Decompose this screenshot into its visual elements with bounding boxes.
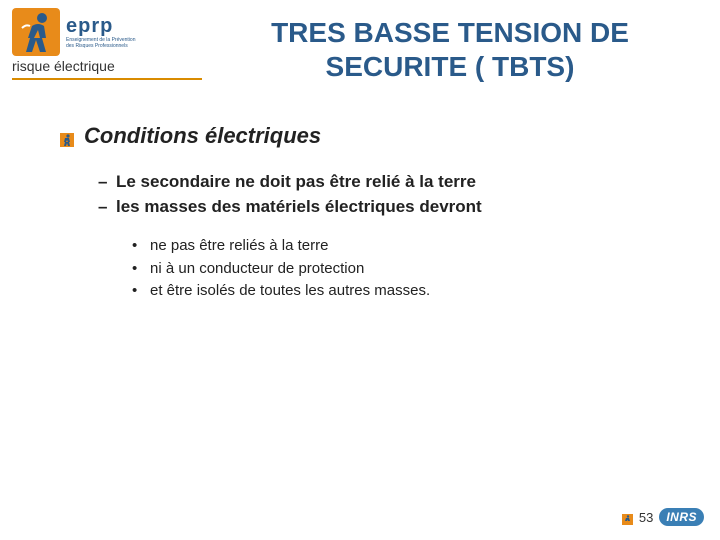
slide-content: Conditions électriques Le secondaire ne … (0, 83, 720, 302)
header-subtitle: risque électrique (12, 58, 115, 74)
person-bullet-icon (622, 512, 633, 523)
dash-item: Le secondaire ne doit pas être relié à l… (98, 171, 660, 194)
header-divider (12, 78, 202, 80)
logo-tagline-2: des Risques Professionnels (66, 44, 136, 50)
slide-header: eprp Enseignement de la Prévention des R… (0, 0, 720, 83)
dash-item: les masses des matériels électriques dev… (98, 196, 660, 219)
dot-list: ne pas être reliés à la terre ni à un co… (60, 235, 660, 303)
dash-list: Le secondaire ne doit pas être relié à l… (60, 171, 660, 219)
person-bullet-icon (60, 133, 74, 147)
inrs-badge: INRS (659, 508, 704, 526)
page-number: 53 (639, 510, 653, 525)
slide-footer: 53 INRS (622, 508, 704, 526)
dot-item: ni à un conducteur de protection (132, 258, 660, 281)
dot-item: ne pas être reliés à la terre (132, 235, 660, 258)
person-icon (12, 8, 60, 56)
eprp-logo: eprp Enseignement de la Prévention des R… (12, 8, 136, 56)
dot-item: et être isolés de toutes les autres mass… (132, 280, 660, 303)
logo-text: eprp Enseignement de la Prévention des R… (66, 15, 136, 49)
logo-name: eprp (66, 15, 136, 38)
section-heading-text: Conditions électriques (84, 123, 321, 149)
section-heading: Conditions électriques (60, 123, 660, 149)
slide-title: TRES BASSE TENSION DE SECURITE ( TBTS) (202, 8, 708, 83)
logo-block: eprp Enseignement de la Prévention des R… (12, 8, 202, 80)
